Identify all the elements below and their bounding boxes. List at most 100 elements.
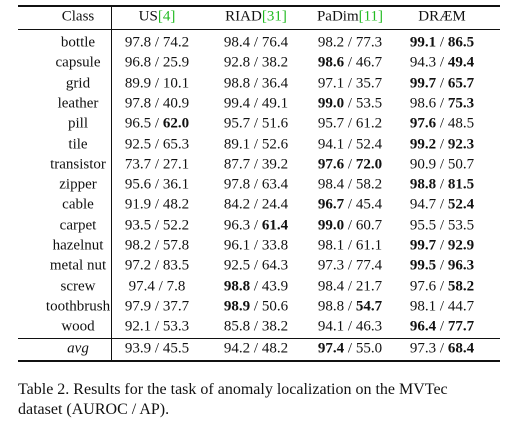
separator: / <box>344 237 356 254</box>
separator: / <box>344 176 356 193</box>
cell: 92.8 / 38.2 <box>223 54 288 71</box>
auroc: 92.8 <box>223 54 251 71</box>
auroc: 97.6 <box>409 278 437 295</box>
ap: 54.7 <box>355 298 383 315</box>
auroc: 97.4 <box>128 278 155 295</box>
separator: / <box>344 257 356 274</box>
separator: / <box>250 136 262 152</box>
separator: / <box>151 34 163 51</box>
cell: 94.1 / 46.3 <box>317 318 382 335</box>
row-label: screw <box>60 278 96 295</box>
cell: 97.8 / 63.4 <box>224 177 288 193</box>
header-name: Class <box>61 8 95 25</box>
cell: 97.6 / 48.5 <box>409 115 475 132</box>
cell: 93.5 / 52.2 <box>125 218 189 233</box>
cell: 96.1 / 33.8 <box>223 237 288 254</box>
auroc: 96.5 <box>124 115 152 132</box>
cell: 89.1 / 52.6 <box>224 137 288 152</box>
cell: 84.2 / 24.4 <box>224 197 288 213</box>
auroc: 96.1 <box>223 237 251 254</box>
separator: / <box>250 318 262 335</box>
separator: / <box>151 217 163 234</box>
separator: / <box>436 34 448 51</box>
cell: 94.3 / 49.4 <box>409 54 474 71</box>
row-label: zipper <box>59 176 97 193</box>
cell: 96.4 / 77.7 <box>410 319 474 335</box>
citation: [11] <box>358 8 384 25</box>
cell: 95.7 / 51.6 <box>224 116 288 132</box>
separator: / <box>151 318 163 335</box>
separator: / <box>344 318 356 335</box>
rule <box>18 360 500 362</box>
separator: / <box>436 75 448 92</box>
separator: / <box>250 340 262 357</box>
row-label: carpet <box>59 217 97 234</box>
auroc: 97.6 <box>409 115 437 132</box>
separator: / <box>151 54 163 71</box>
cell: 98.4 / 58.2 <box>318 176 383 193</box>
cell: 94.1 / 52.4 <box>318 137 382 152</box>
row-label: avg <box>67 340 89 357</box>
ap: 92.9 <box>447 237 475 254</box>
cell: 97.4 / 55.0 <box>318 340 383 357</box>
auroc: 91.9 <box>124 196 152 213</box>
separator: / <box>151 156 163 173</box>
separator: / <box>344 278 356 295</box>
auroc: 92.1 <box>124 318 152 335</box>
separator: / <box>344 340 356 357</box>
cell: 96.7 / 45.4 <box>318 197 382 213</box>
auroc: 94.7 <box>409 196 437 213</box>
auroc: 90.9 <box>409 156 437 173</box>
ap: 50.7 <box>447 156 475 173</box>
ap: 10.1 <box>162 75 190 92</box>
separator: / <box>250 278 262 295</box>
cell: 93.9 / 45.5 <box>124 340 190 357</box>
auroc: 93.9 <box>124 340 152 357</box>
cell: 98.2 / 57.8 <box>125 238 189 254</box>
auroc: 97.1 <box>317 75 345 92</box>
cell: 87.7 / 39.2 <box>224 157 288 172</box>
ap: 39.2 <box>261 156 289 173</box>
separator: / <box>250 298 262 315</box>
ap: 44.7 <box>447 298 475 315</box>
cell: 98.8 / 36.4 <box>224 76 288 91</box>
separator: / <box>344 136 356 152</box>
cell: 85.8 / 38.2 <box>224 318 288 335</box>
cell: 99.1 / 86.5 <box>410 34 474 51</box>
ap: 45.5 <box>162 340 190 357</box>
auroc: 95.7 <box>317 115 345 132</box>
ap: 43.9 <box>261 278 289 295</box>
row-label: transistor <box>50 156 106 173</box>
ap: 58.2 <box>355 176 383 193</box>
cell: 98.9 / 50.6 <box>224 299 288 314</box>
ap: 61.1 <box>355 237 383 254</box>
auroc: 94.3 <box>409 54 437 71</box>
ap: 55.0 <box>355 340 383 357</box>
cell: 97.3 / 77.4 <box>317 257 382 274</box>
auroc: 99.4 <box>223 95 251 112</box>
auroc: 96.3 <box>223 217 251 234</box>
ap: 27.1 <box>162 156 190 173</box>
auroc: 97.8 <box>124 95 152 112</box>
cell: 98.1 / 44.7 <box>410 299 474 314</box>
separator: / <box>344 115 356 132</box>
cell: 99.0 / 53.5 <box>318 96 382 111</box>
separator: / <box>151 257 163 274</box>
auroc: 95.6 <box>124 176 152 193</box>
auroc: 98.8 <box>223 75 251 92</box>
auroc: 98.8 <box>409 176 437 193</box>
ap: 48.5 <box>447 115 475 132</box>
separator: / <box>151 136 163 152</box>
ap: 40.9 <box>162 95 190 112</box>
auroc: 94.2 <box>223 340 251 357</box>
auroc: 97.3 <box>317 257 345 274</box>
ap: 52.4 <box>447 196 475 213</box>
auroc: 94.1 <box>317 136 345 152</box>
separator: / <box>436 115 448 132</box>
separator: / <box>250 237 262 254</box>
auroc: 98.8 <box>223 278 251 295</box>
auroc: 89.9 <box>124 75 152 92</box>
auroc: 94.1 <box>317 318 345 335</box>
cell: 98.6 / 75.3 <box>410 96 474 111</box>
